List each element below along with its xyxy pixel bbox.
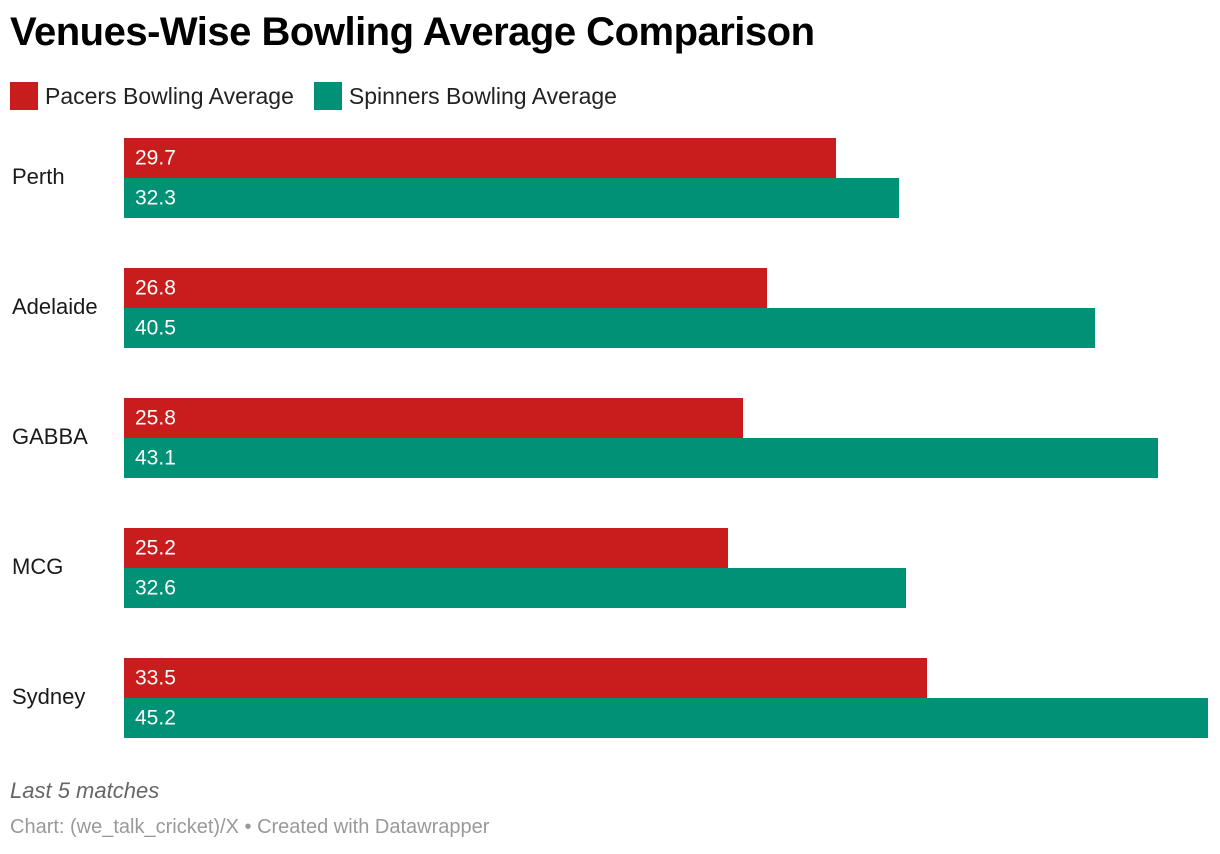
bar-sydney-pacers [124, 658, 927, 698]
bar-value-label-mcg-pacers: 25.2 [135, 537, 176, 560]
bar-gabba-pacers [124, 398, 743, 438]
legend-label-pacers: Pacers Bowling Average [45, 82, 294, 109]
bar-adelaide-pacers [124, 268, 767, 308]
bar-chart: Perth 29.7 32.3 Adelaide 26.8 40.5 GABBA 25.8 43… [12, 138, 1208, 738]
bar-gabba-spinners [124, 438, 1158, 478]
bar-adelaide-spinners [124, 308, 1095, 348]
bar-value-label-perth-pacers: 29.7 [135, 147, 176, 170]
legend-label-spinners: Spinners Bowling Average [348, 82, 617, 109]
bar-mcg-pacers [124, 528, 728, 568]
category-label-sydney: Sydney [12, 684, 85, 709]
bar-value-label-adelaide-pacers: 26.8 [135, 277, 176, 300]
category-label-adelaide: Adelaide [12, 294, 98, 319]
bar-value-label-perth-spinners: 32.3 [135, 187, 176, 210]
bar-value-label-mcg-spinners: 32.6 [135, 577, 176, 600]
legend-item-pacers: Pacers Bowling Average [10, 82, 294, 110]
bar-perth-spinners [124, 178, 899, 218]
legend-swatch-pacers [10, 82, 38, 110]
chart-source: Chart: (we_talk_cricket)/X • Created wit… [10, 816, 490, 838]
category-label-gabba: GABBA [12, 424, 88, 449]
bar-value-label-sydney-spinners: 45.2 [135, 707, 176, 730]
bar-mcg-spinners [124, 568, 906, 608]
bar-perth-pacers [124, 138, 836, 178]
legend-swatch-spinners [313, 82, 342, 110]
category-label-perth: Perth [12, 164, 65, 189]
chart-title: Venues-Wise Bowling Average Comparison [10, 10, 815, 54]
legend: Pacers Bowling Average Spinners Bowling … [10, 82, 637, 110]
category-label-mcg: MCG [12, 554, 63, 579]
bar-value-label-gabba-pacers: 25.8 [135, 407, 176, 430]
bar-sydney-spinners [124, 698, 1208, 738]
legend-item-spinners: Spinners Bowling Average [313, 82, 617, 110]
bar-value-label-sydney-pacers: 33.5 [135, 667, 176, 690]
bar-value-label-gabba-spinners: 43.1 [135, 447, 176, 470]
chart-notes: Last 5 matches [10, 778, 160, 803]
bar-value-label-adelaide-spinners: 40.5 [135, 317, 176, 340]
